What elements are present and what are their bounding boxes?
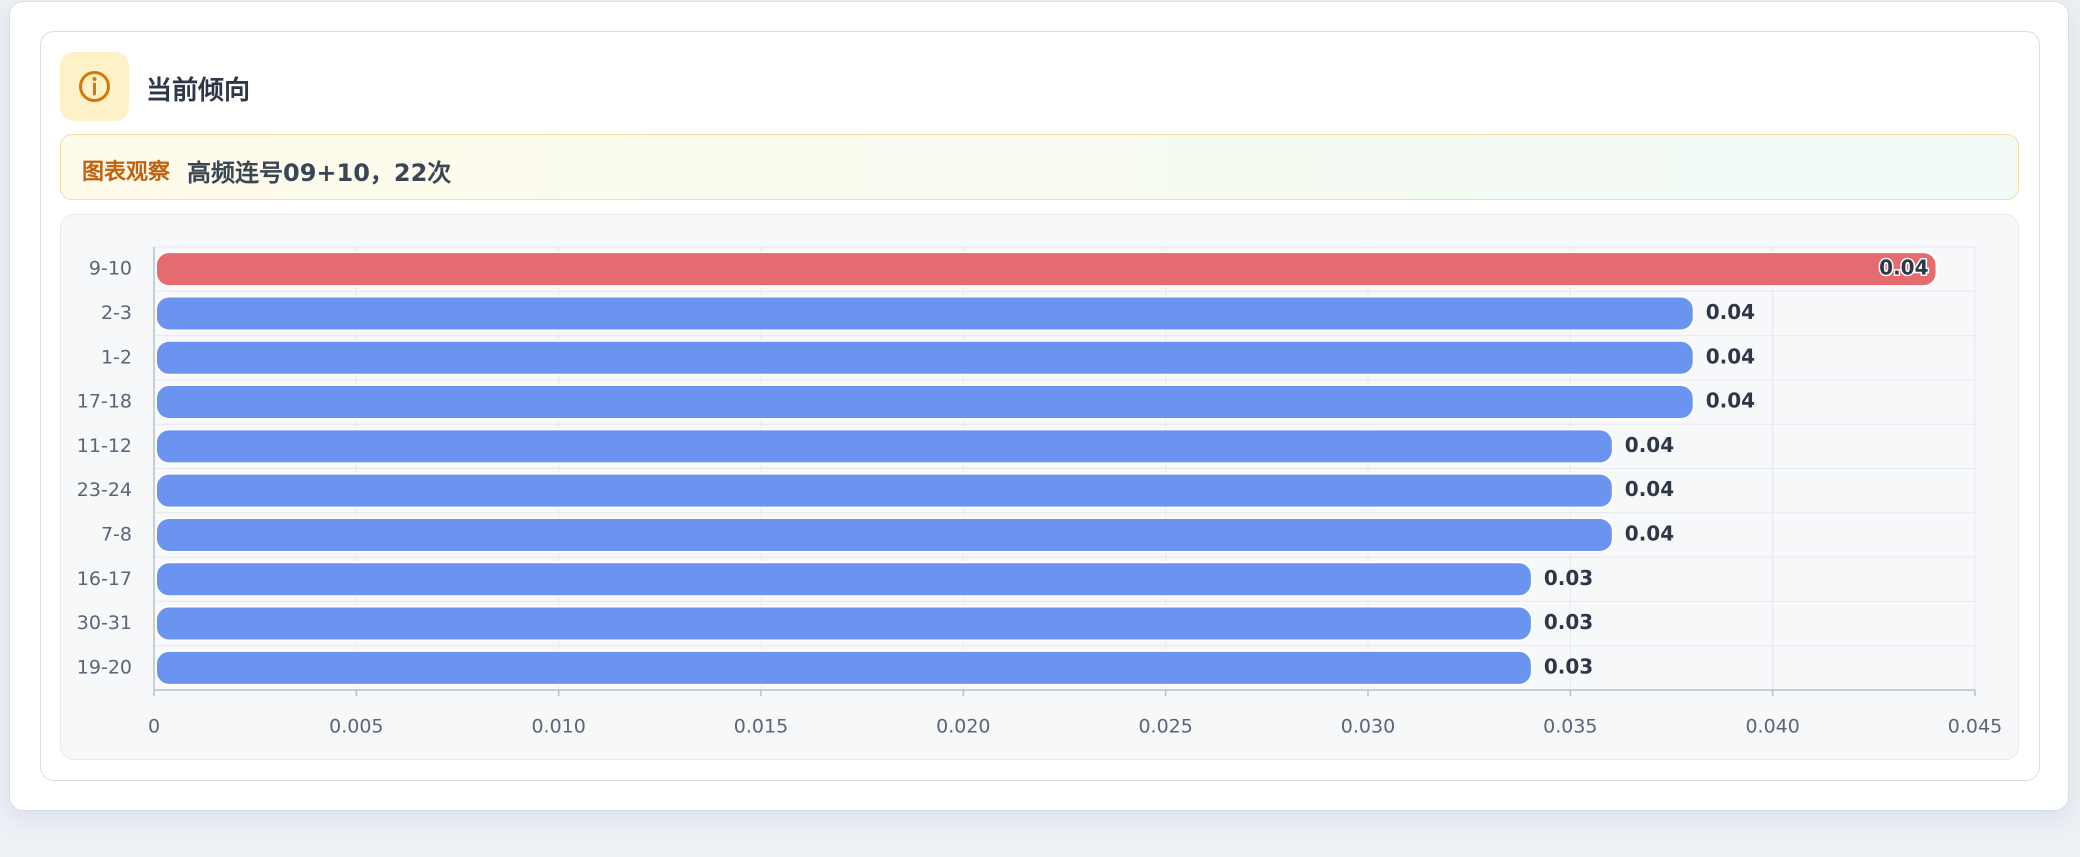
bar	[155, 649, 1533, 686]
value-label: 0.04	[1706, 344, 1755, 368]
y-tick-label: 30-31	[77, 612, 132, 634]
x-tick-label: 0.045	[1948, 716, 2002, 738]
x-tick-label: 0	[148, 716, 160, 738]
bar	[155, 472, 1614, 509]
value-label: 0.04	[1879, 256, 1928, 280]
x-tick-label: 0.040	[1745, 716, 1799, 738]
value-label: 0.04	[1625, 433, 1674, 457]
y-tick-label: 17-18	[77, 391, 132, 413]
card-title: 当前倾向	[146, 76, 251, 106]
bar	[155, 251, 1938, 288]
y-tick-label: 2-3	[101, 302, 132, 324]
x-tick-label: 0.030	[1341, 716, 1395, 738]
value-label: 0.04	[1625, 477, 1674, 501]
bar	[155, 516, 1614, 553]
y-tick-label: 19-20	[77, 656, 132, 678]
value-label: 0.04	[1706, 300, 1755, 324]
x-tick-label: 0.005	[329, 716, 383, 738]
y-tick-label: 23-24	[77, 479, 132, 501]
y-tick-label: 16-17	[77, 568, 132, 590]
x-tick-label: 0.025	[1138, 716, 1192, 738]
value-label: 0.04	[1625, 521, 1674, 545]
bar	[155, 428, 1614, 465]
y-tick-label: 9-10	[89, 258, 132, 280]
bar	[155, 339, 1695, 376]
x-tick-label: 0.035	[1543, 716, 1597, 738]
value-label: 0.03	[1544, 654, 1593, 678]
info-icon-box	[60, 52, 129, 121]
y-tick-label: 1-2	[101, 346, 132, 368]
y-tick-label: 7-8	[101, 523, 132, 545]
bar	[155, 561, 1533, 598]
bar	[155, 605, 1533, 642]
value-label: 0.03	[1544, 566, 1593, 590]
x-tick-label: 0.010	[531, 716, 585, 738]
value-label: 0.04	[1706, 389, 1755, 413]
observation-text: 高频连号09+10，22次	[187, 159, 452, 187]
bar	[155, 295, 1695, 332]
x-tick-label: 0.020	[936, 716, 990, 738]
info-icon	[79, 71, 110, 102]
value-label: 0.03	[1544, 610, 1593, 634]
observation-label: 图表观察	[82, 160, 171, 185]
x-tick-label: 0.015	[734, 716, 788, 738]
y-tick-label: 11-12	[77, 435, 132, 457]
chart: 0 0.005 0.010 0.015 0.020 0.025 0.030 0.035 0.04…	[77, 246, 2002, 738]
bar	[155, 384, 1695, 421]
observation-box	[60, 134, 2019, 200]
